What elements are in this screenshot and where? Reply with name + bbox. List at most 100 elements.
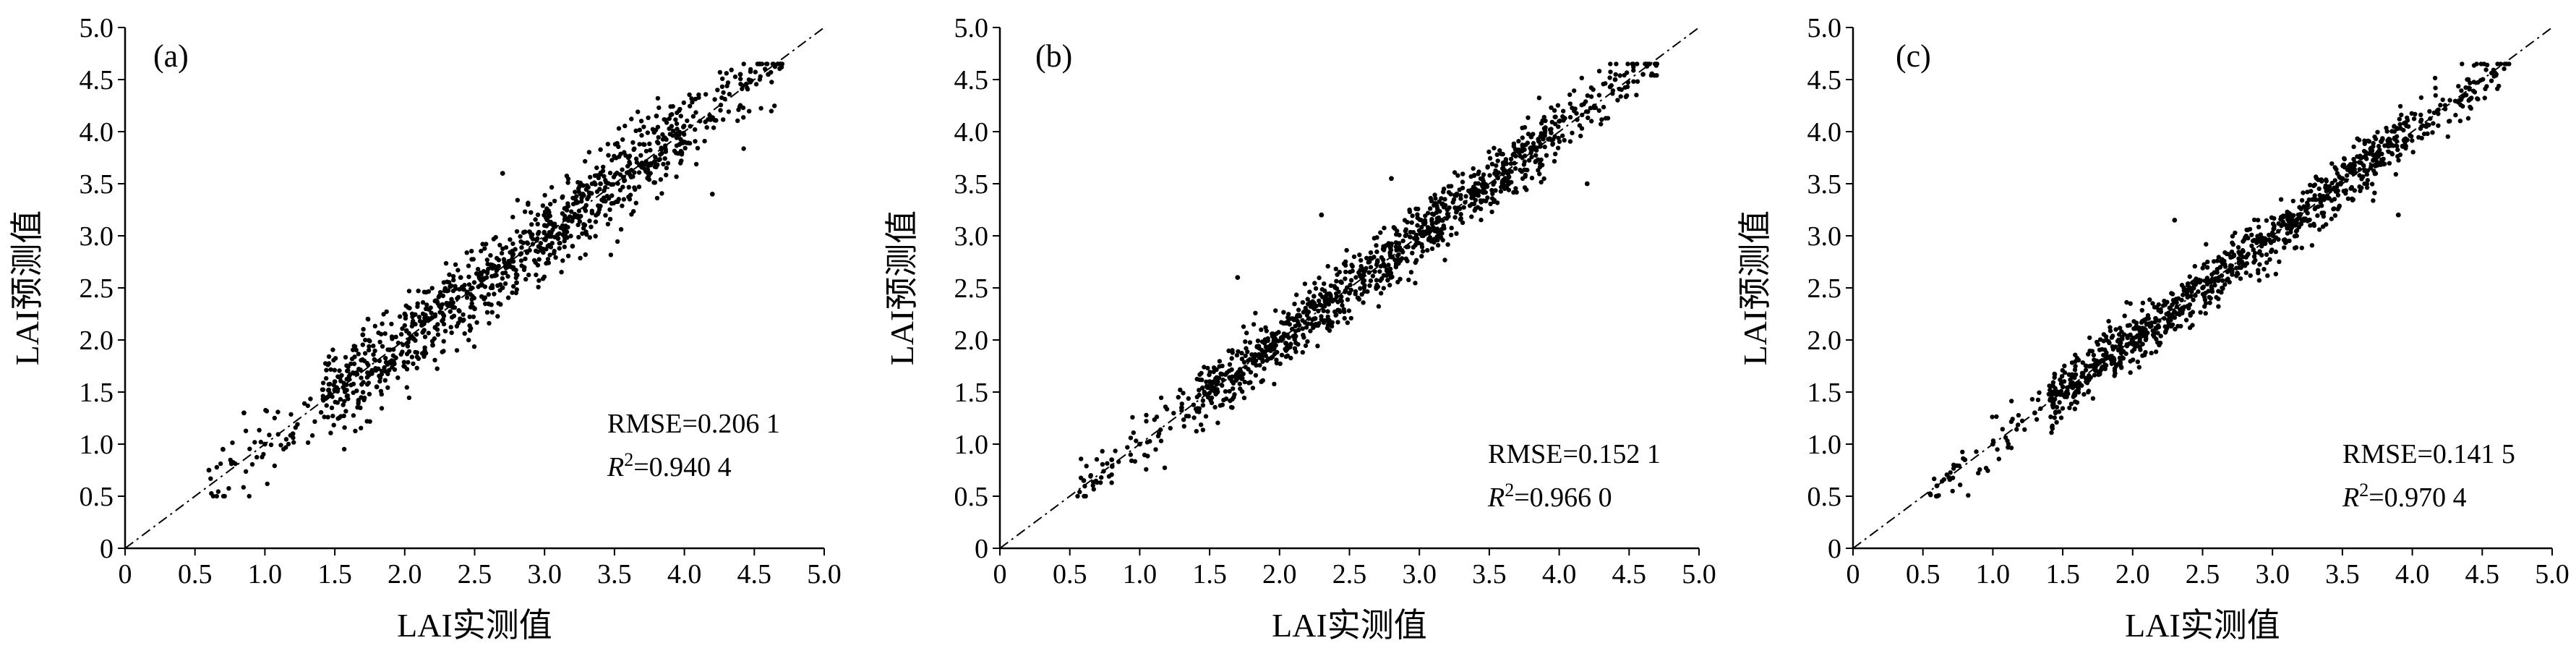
data-point (1539, 157, 1544, 163)
data-point (1321, 304, 1326, 309)
data-point (625, 155, 631, 161)
data-point (1300, 299, 1306, 305)
data-point (1540, 163, 1545, 168)
data-point (1374, 243, 1379, 248)
data-point (1305, 339, 1310, 344)
data-point (1533, 159, 1538, 165)
data-point (1311, 325, 1316, 331)
data-point (278, 443, 283, 448)
data-point (2211, 259, 2217, 264)
data-point (1368, 278, 1374, 284)
data-point (2442, 103, 2448, 108)
data-point (603, 213, 608, 218)
data-point (2072, 367, 2078, 373)
data-point (341, 402, 346, 407)
data-point (2364, 185, 2370, 190)
data-point (382, 365, 387, 370)
data-point (1319, 212, 1325, 218)
data-point (402, 311, 408, 317)
data-point (484, 258, 489, 263)
data-point (267, 433, 272, 438)
data-point (2186, 281, 2191, 286)
data-point (1374, 259, 1380, 265)
data-point (332, 379, 338, 384)
data-point (1353, 289, 1358, 294)
data-point (616, 126, 622, 131)
data-point (769, 109, 774, 114)
data-point (1946, 475, 1951, 480)
data-point (1176, 395, 1181, 400)
data-point (484, 310, 490, 315)
data-point (1171, 411, 1176, 416)
data-point (542, 223, 547, 228)
data-point (351, 381, 356, 386)
data-point (2034, 417, 2040, 422)
data-point (2117, 342, 2123, 348)
data-point (529, 210, 534, 215)
data-point (659, 191, 664, 196)
data-point (1303, 343, 1309, 349)
data-point (549, 221, 555, 226)
data-point (2088, 363, 2094, 369)
data-point (2465, 116, 2471, 121)
data-point (2134, 320, 2139, 326)
data-point (1379, 276, 1385, 281)
r2-label: R2=0.940 4 (607, 449, 732, 482)
data-point (331, 422, 336, 427)
data-point (480, 242, 485, 247)
data-point (330, 394, 335, 399)
data-point (485, 261, 490, 267)
data-point (2008, 446, 2014, 451)
data-point (448, 325, 453, 330)
data-point (2175, 311, 2181, 316)
scatter-points (206, 61, 785, 499)
data-point (523, 276, 529, 282)
data-point (218, 461, 223, 467)
data-point (533, 217, 538, 222)
data-point (2393, 171, 2398, 177)
data-point (2299, 197, 2305, 203)
data-point (2035, 397, 2041, 402)
data-point (2288, 229, 2293, 235)
data-point (1411, 229, 1416, 235)
data-point (474, 320, 479, 325)
data-point (2113, 327, 2118, 332)
data-point (1234, 352, 1240, 358)
data-point (290, 431, 296, 436)
data-point (674, 135, 680, 140)
data-point (2162, 298, 2167, 304)
data-point (622, 123, 628, 129)
data-point (648, 148, 653, 153)
data-point (2301, 190, 2306, 195)
data-point (1625, 80, 1631, 85)
data-point (678, 161, 683, 166)
data-point (1266, 356, 1271, 362)
data-point (1253, 358, 1258, 363)
data-point (2332, 185, 2337, 190)
data-point (2244, 261, 2249, 266)
data-point (2332, 213, 2338, 218)
data-point (1403, 256, 1409, 261)
data-point (2087, 373, 2092, 378)
data-point (2494, 72, 2499, 77)
data-point (422, 328, 427, 333)
data-point (1396, 257, 1401, 263)
data-point (557, 231, 562, 237)
data-point (1445, 212, 1450, 217)
data-point (2483, 67, 2489, 72)
scatter-points (1075, 61, 1660, 499)
data-point (2307, 217, 2312, 223)
data-point (2248, 273, 2253, 278)
data-point (2083, 367, 2089, 373)
data-point (1956, 463, 1961, 469)
data-point (2228, 264, 2233, 270)
data-point (714, 118, 719, 123)
data-point (1441, 190, 1446, 195)
data-point (252, 440, 257, 445)
data-point (2262, 267, 2267, 272)
data-point (562, 239, 567, 244)
data-point (2050, 399, 2055, 404)
data-point (1473, 197, 1479, 203)
data-point (1361, 300, 1366, 305)
data-point (598, 170, 603, 176)
